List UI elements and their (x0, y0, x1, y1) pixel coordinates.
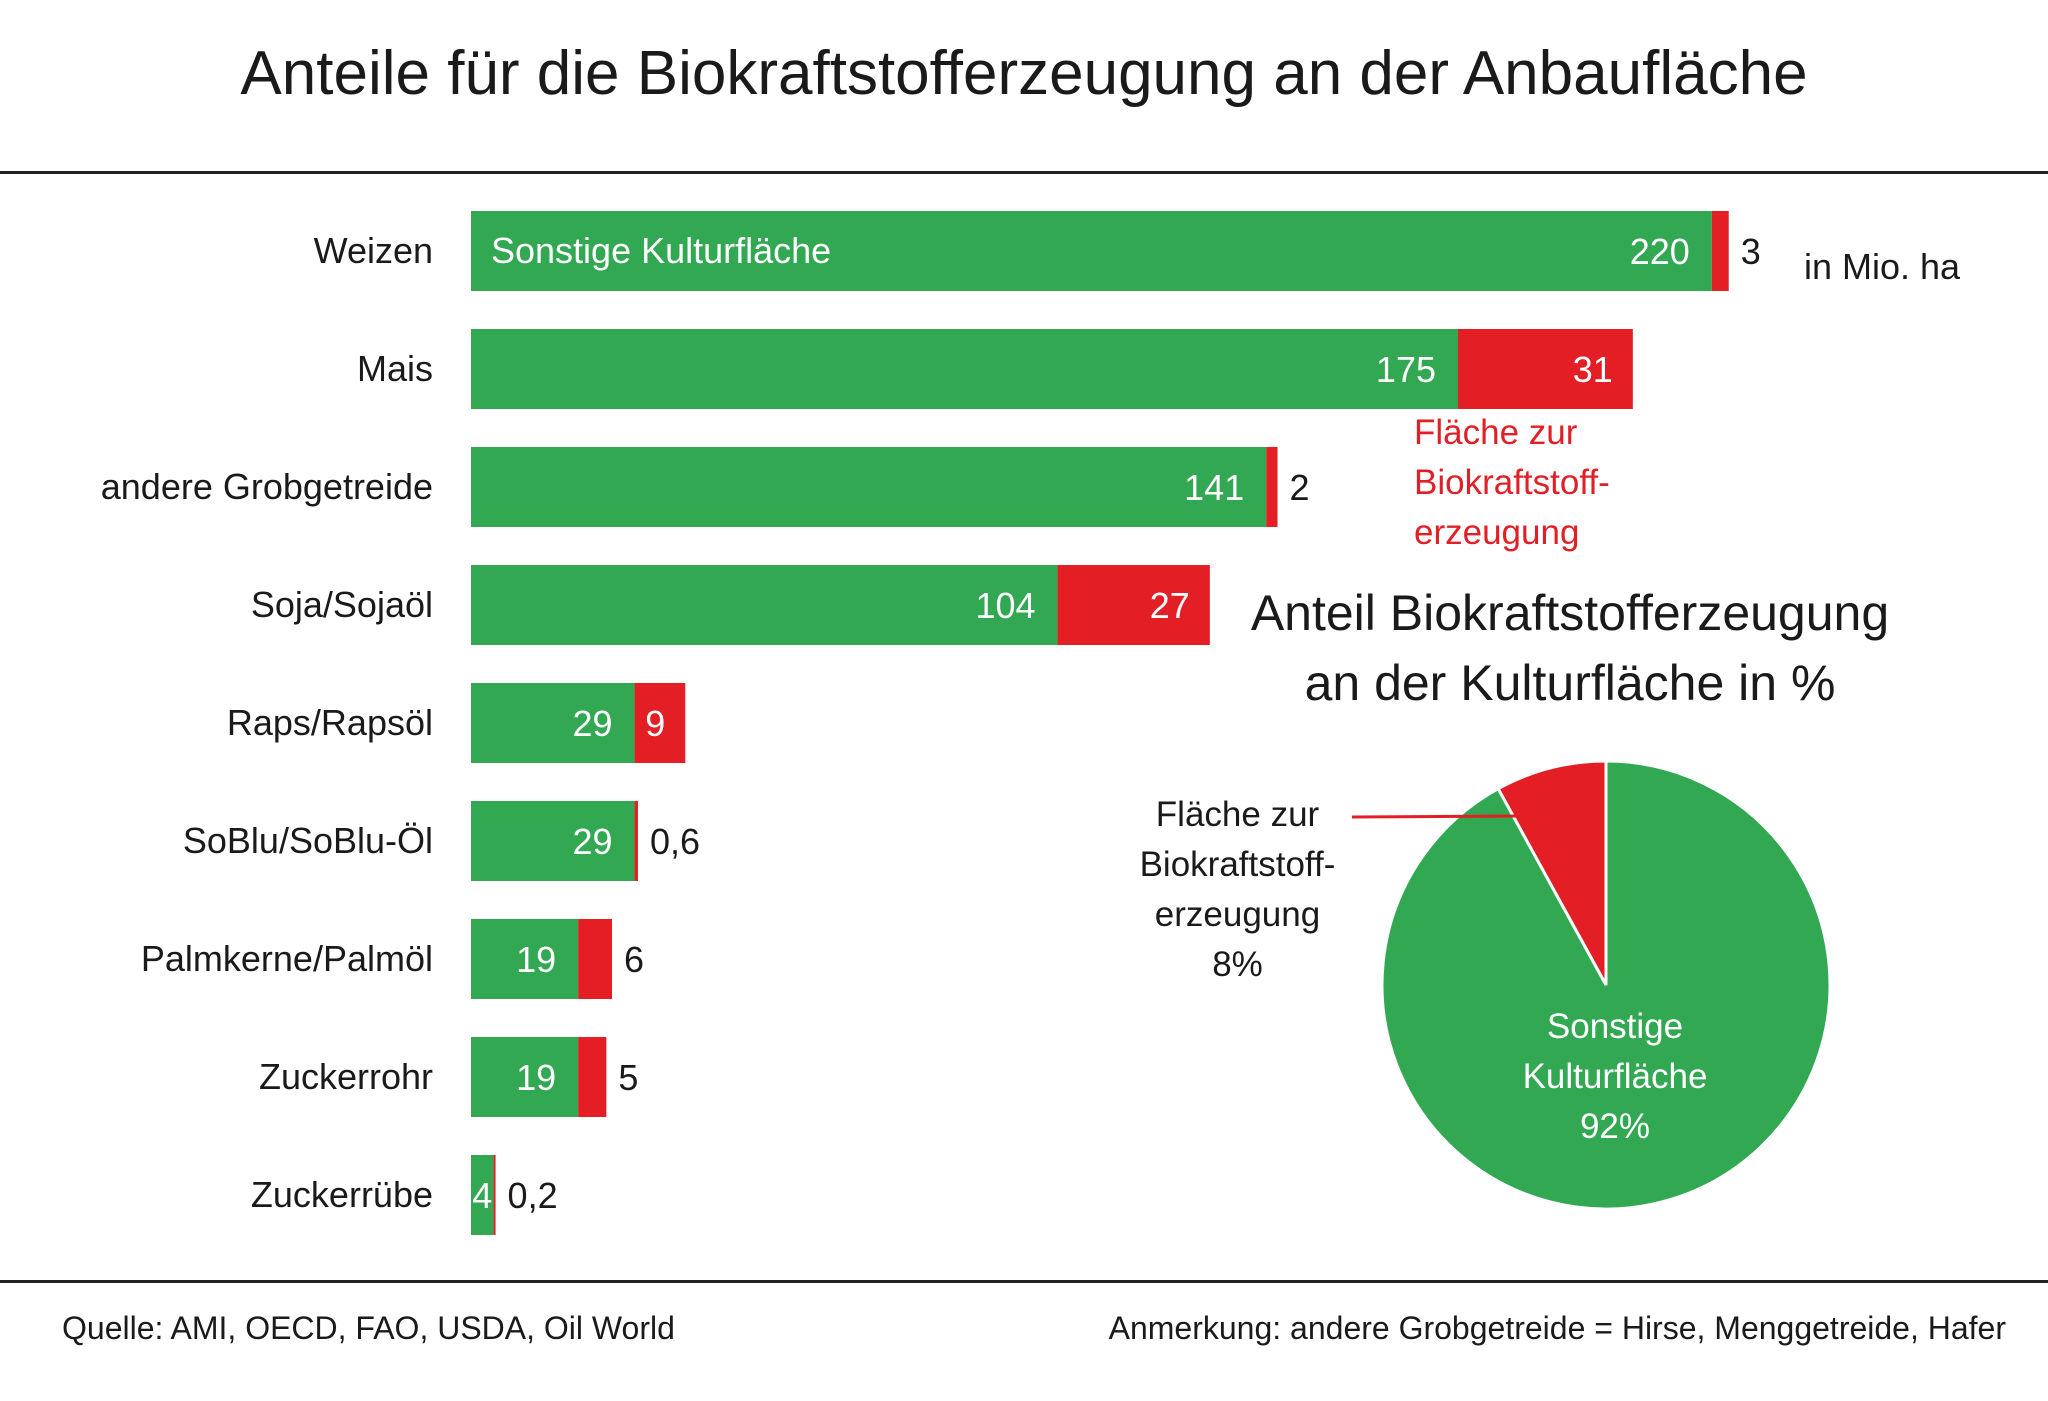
pie-slice-other (1380, 759, 1832, 1211)
pie-label-red-line1: Fläche zur (1155, 795, 1320, 834)
bar-value-biofuel: 31 (1573, 349, 1613, 390)
bar-value-biofuel: 5 (618, 1057, 638, 1098)
pie-title-line2: an der Kulturfläche in % (1304, 655, 1836, 711)
category-label: Zuckerrübe (250, 1174, 433, 1215)
bar-value-biofuel: 0,6 (650, 821, 700, 862)
bar-segment-biofuel (1057, 565, 1210, 645)
bar-legend-other: Sonstige Kulturfläche (491, 230, 831, 271)
unit-label: in Mio. ha (1804, 246, 1961, 287)
bar-value-other: 19 (516, 939, 556, 980)
bar-value-other: 141 (1184, 467, 1244, 508)
bar-segment-biofuel (1711, 211, 1729, 291)
category-label: Zuckerrohr (258, 1056, 433, 1097)
pie-label-green-value: 92% (1579, 1107, 1651, 1146)
bar-segment-biofuel (1458, 329, 1633, 409)
bar-value-biofuel: 27 (1150, 585, 1190, 626)
bar-segment-other (471, 329, 1458, 409)
pie-label-red-line3: erzeugung (1154, 895, 1321, 934)
pie-title-line1: Anteil Biokraftstofferzeugung (1250, 585, 1890, 641)
bar-value-other: 19 (516, 1057, 556, 1098)
pie-label-red-value: 8% (1212, 945, 1263, 984)
bar-segment-other (471, 919, 579, 999)
remark-note: Anmerkung: andere Grobgetreide = Hirse, … (1108, 1310, 2006, 1346)
chart-title: Anteile für die Biokraftstofferzeugung a… (240, 39, 1808, 108)
pie-title: Anteil Biokraftstofferzeugung an der Kul… (1200, 578, 1940, 718)
category-label: andere Grobgetreide (100, 466, 433, 507)
pie-label-green-line2: Kulturfläche (1522, 1057, 1708, 1096)
bar-segment-biofuel (578, 1037, 607, 1117)
bar-segment-biofuel (578, 919, 612, 999)
bar-value-biofuel: 0,2 (508, 1175, 558, 1216)
bar-value-other: 175 (1376, 349, 1436, 390)
bar-segment-other (471, 447, 1267, 527)
bar-segment-biofuel (634, 683, 686, 763)
source-note: Quelle: AMI, OECD, FAO, USDA, Oil World (62, 1310, 675, 1346)
bar-value-biofuel: 9 (645, 703, 665, 744)
bar-segment-biofuel (634, 801, 638, 881)
bar-value-biofuel: 6 (624, 939, 644, 980)
pie-label-red-line2: Biokraftstoff- (1139, 845, 1336, 884)
bar-segment-other (471, 801, 635, 881)
category-label: Mais (356, 348, 433, 389)
bar-segment-other (471, 683, 635, 763)
category-label: SoBlu/SoBlu-Öl (182, 820, 433, 861)
bar-value-biofuel: 3 (1741, 231, 1761, 272)
category-label: Palmkerne/Palmöl (140, 938, 433, 979)
bar-segment-other (471, 211, 1712, 291)
bar-value-other: 4 (472, 1175, 492, 1216)
bar-value-other: 29 (573, 821, 613, 862)
bottom-rule (0, 1280, 2048, 1283)
pie-label-biofuel: Fläche zur Biokraftstoff- erzeugung 8% (1100, 790, 1375, 990)
category-label: Weizen (313, 230, 433, 271)
bar-value-other: 220 (1630, 231, 1690, 272)
top-rule (0, 171, 2048, 174)
bar-value-other: 29 (573, 703, 613, 744)
category-label: Soja/Sojaöl (250, 584, 433, 625)
red-series-note: Fläche zur Biokraftstoff- erzeugung (1414, 413, 1610, 552)
pie-label-other: Sonstige Kulturfläche 92% (1480, 1002, 1750, 1152)
bar-value-other: 104 (975, 585, 1035, 626)
bar-segment-biofuel (1266, 447, 1278, 527)
bar-segment-other (471, 565, 1058, 645)
pie-label-green-line1: Sonstige (1546, 1007, 1684, 1046)
bar-value-biofuel: 2 (1290, 467, 1310, 508)
bar-segment-other (471, 1155, 494, 1235)
bar-segment-other (471, 1037, 579, 1117)
pie-leader-line (1351, 814, 1563, 819)
bar-segment-biofuel (493, 1155, 496, 1235)
category-label: Raps/Rapsöl (226, 702, 433, 743)
